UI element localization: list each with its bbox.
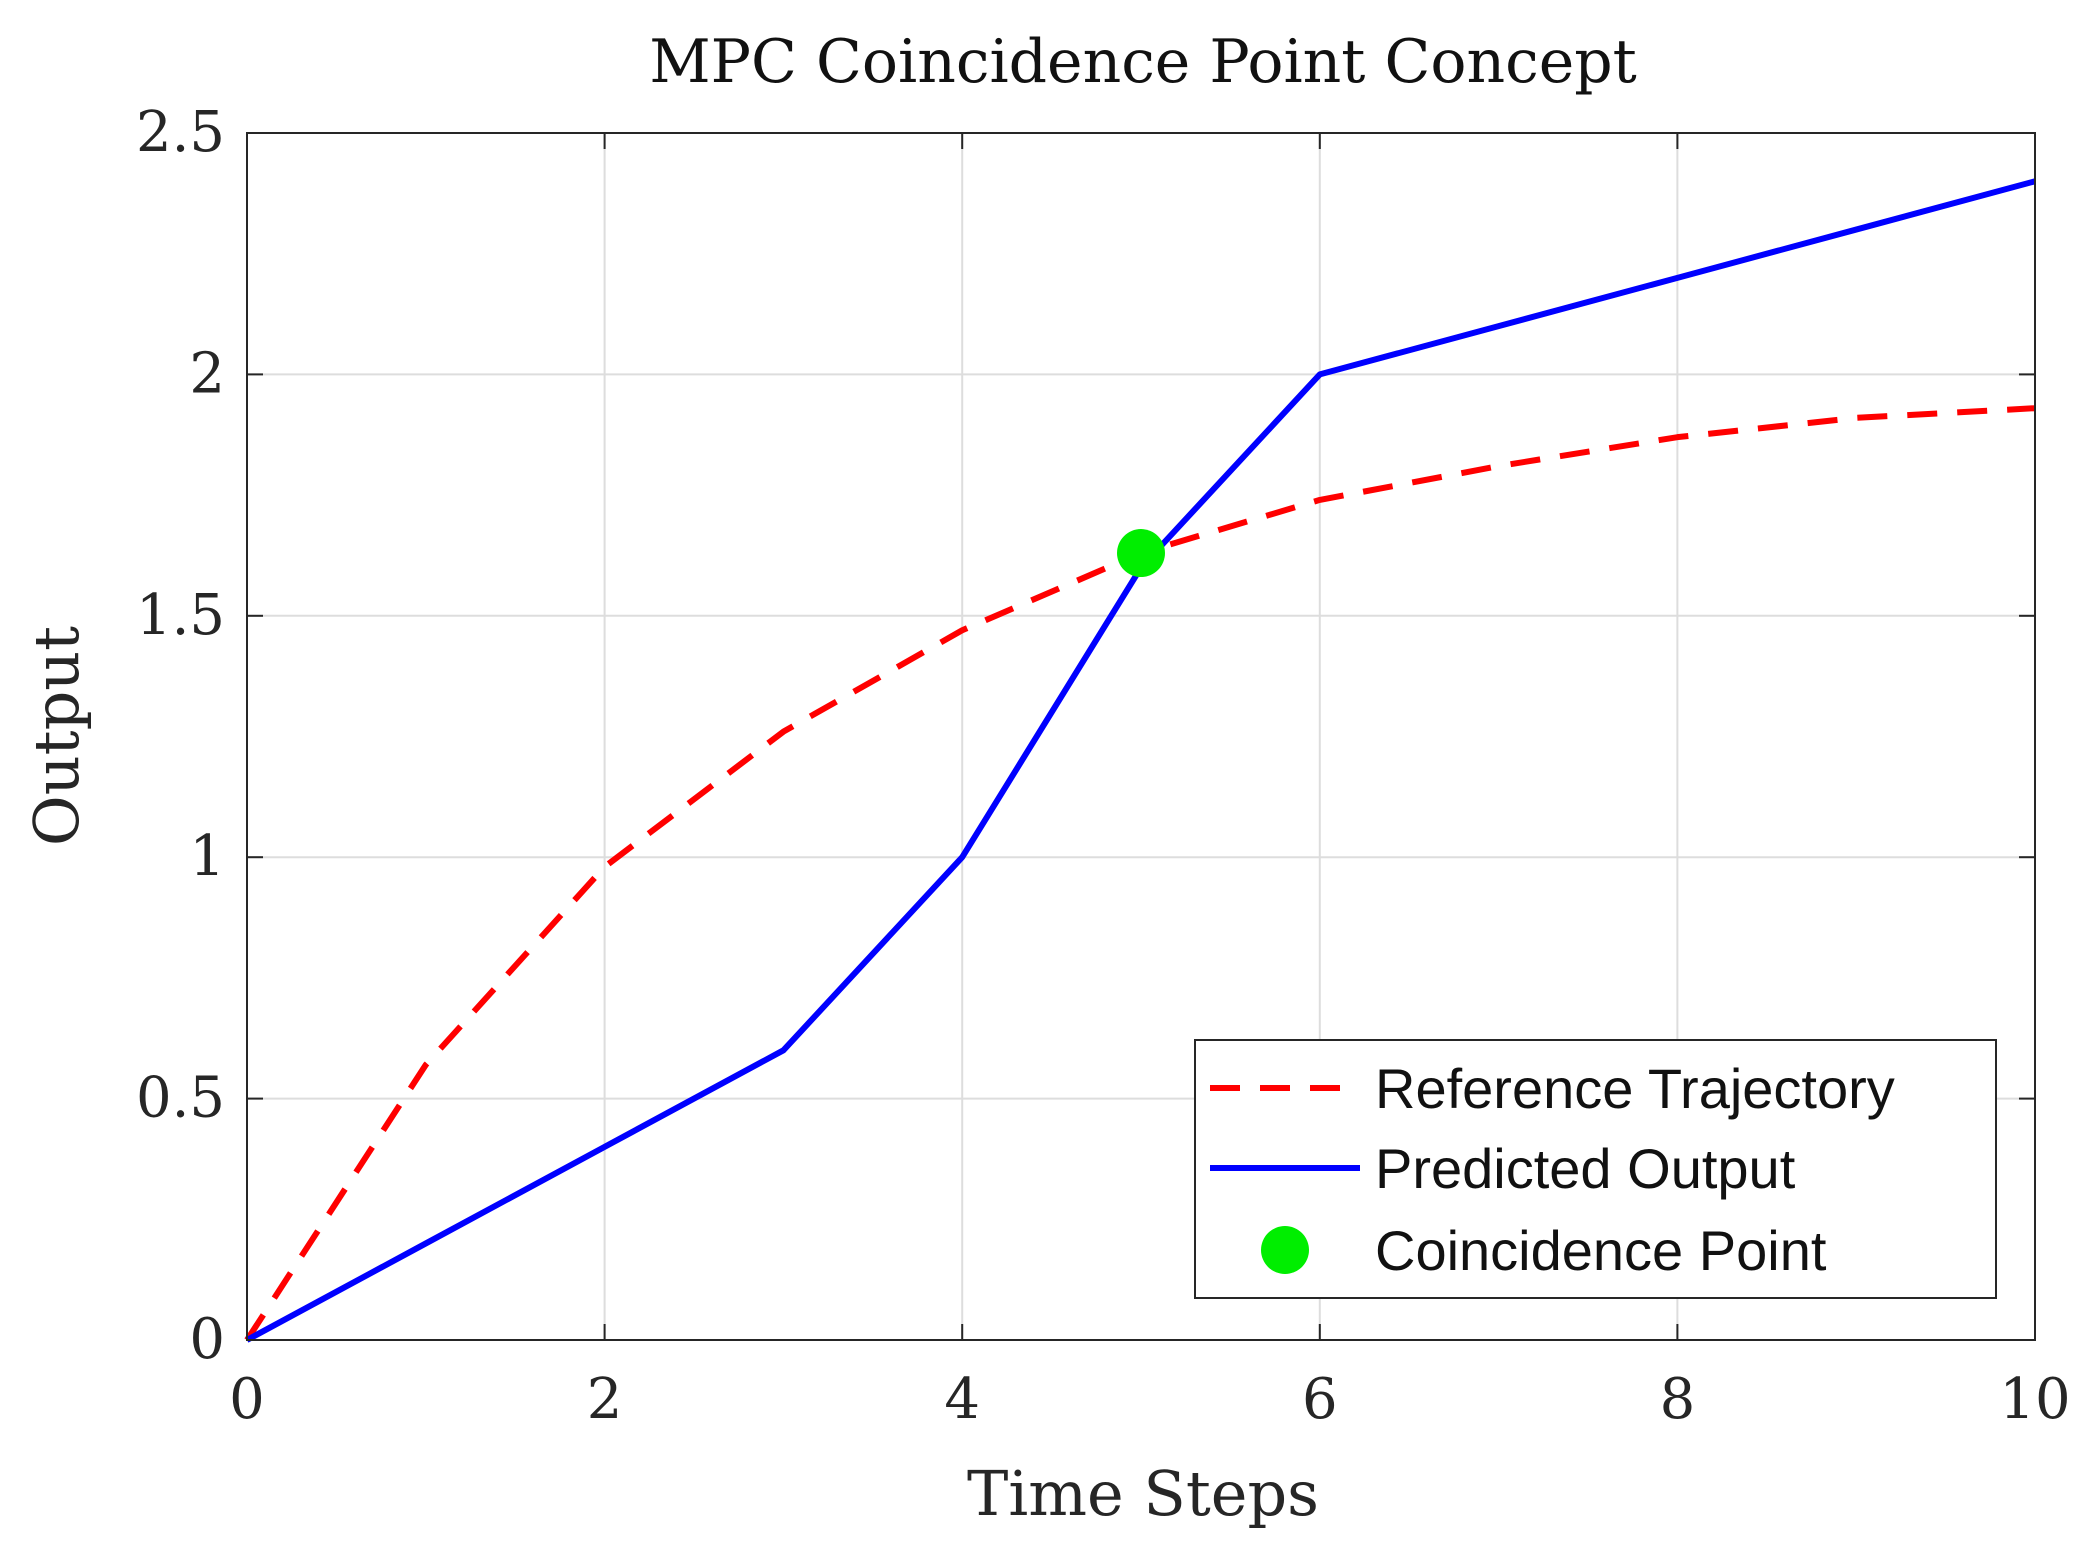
y-tick-label: 2.5	[136, 100, 225, 165]
y-tick-label: 0.5	[136, 1066, 225, 1131]
y-tick-label: 1	[189, 824, 225, 889]
chart-title: MPC Coincidence Point Concept	[649, 27, 1637, 97]
y-tick-label: 2	[189, 341, 225, 406]
legend-marker-coincidence	[1261, 1226, 1309, 1274]
x-tick-label: 4	[944, 1367, 980, 1432]
axes-box	[246, 132, 2036, 1341]
x-tick-label: 6	[1302, 1367, 1338, 1432]
plot-area	[244, 178, 2036, 1343]
legend: Reference Trajectory Predicted Output Coin…	[1194, 1039, 1997, 1299]
x-tick-label: 2	[587, 1367, 623, 1432]
x-tick-label: 8	[1660, 1367, 1696, 1432]
x-axis-label: Time Steps	[967, 1457, 1319, 1530]
x-tick-label: 10	[1999, 1367, 2070, 1432]
legend-label: Reference Trajectory	[1375, 1057, 1895, 1120]
legend-label: Predicted Output	[1375, 1137, 1796, 1200]
y-tick-label: 0	[189, 1307, 225, 1372]
legend-label: Coincidence Point	[1375, 1219, 1827, 1282]
coincidence-point-marker	[1117, 529, 1165, 578]
axis-ticks	[246, 132, 2036, 1341]
y-axis-label: Output	[20, 626, 93, 846]
y-tick-label: 1.5	[136, 583, 225, 648]
tick-labels: 0 2 4 6 8 10 0 0.5 1 1.5 2 2.5	[136, 100, 2071, 1432]
x-tick-label: 0	[229, 1367, 265, 1432]
